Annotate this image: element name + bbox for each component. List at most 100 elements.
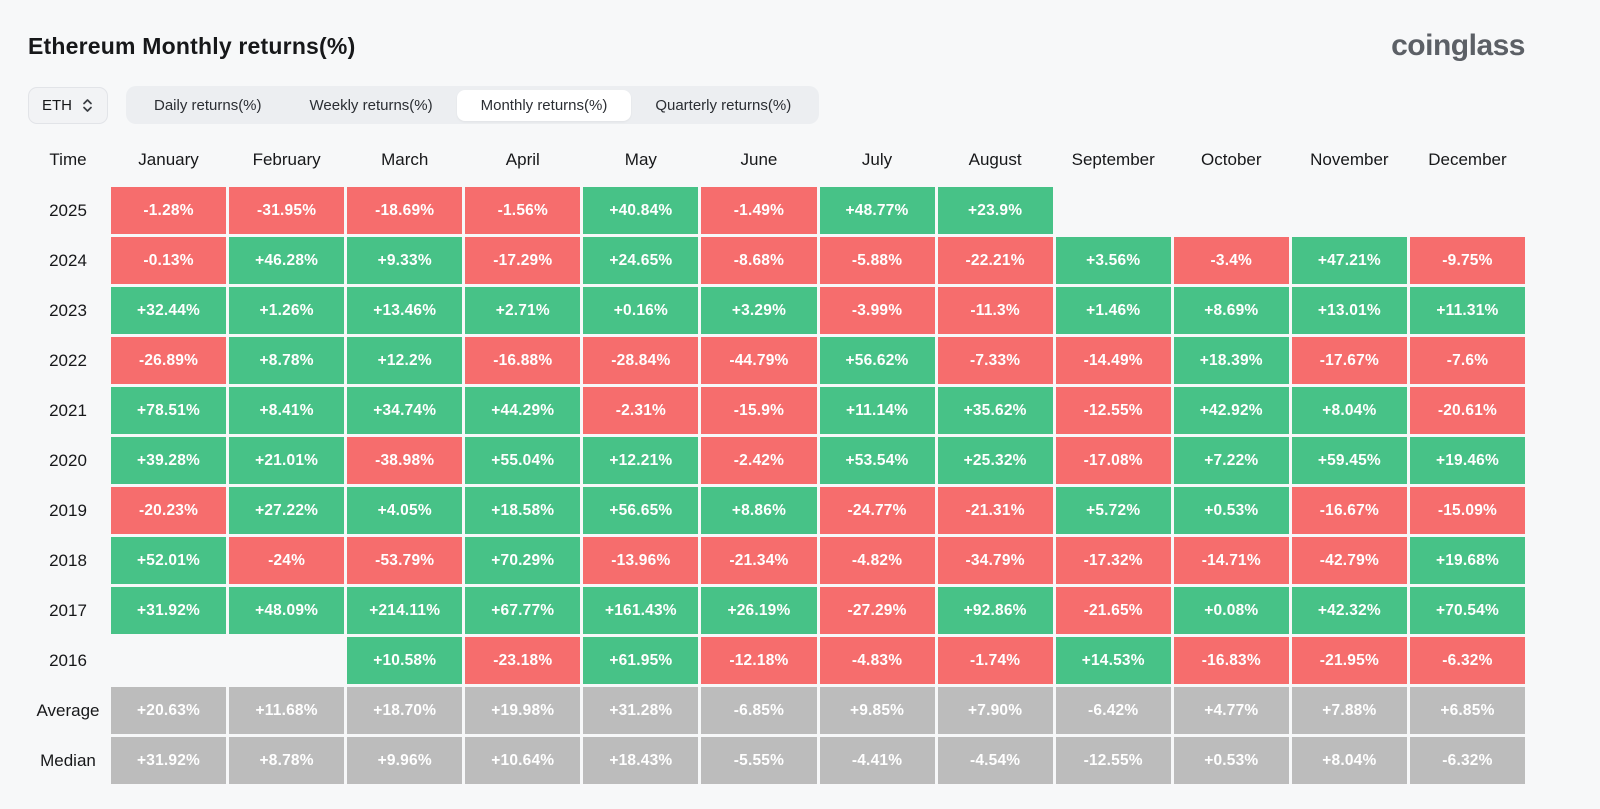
row-label: Average <box>36 700 100 720</box>
return-cell: +42.32% <box>1291 587 1407 634</box>
return-cell: +10.58% <box>347 637 463 684</box>
return-cell: -21.34% <box>701 537 817 584</box>
return-cell: +7.90% <box>937 687 1053 734</box>
return-cell: +70.29% <box>465 537 581 584</box>
return-cell: -5.55% <box>701 737 817 784</box>
empty-cell <box>1056 187 1171 234</box>
column-header-month: May <box>624 150 657 169</box>
column-header-month: August <box>968 150 1022 169</box>
coinglass-logo[interactable]: coinglass <box>1391 29 1525 62</box>
table-row-2025: 2025 -1.28% -31.95% -18.69% -1.56% +40.84% -1.… <box>28 187 1525 234</box>
symbol-select[interactable]: ETH <box>28 86 108 124</box>
row-label: 2017 <box>49 600 87 620</box>
return-cell: +7.22% <box>1173 437 1289 484</box>
return-cell: +24.65% <box>583 237 699 284</box>
return-cell: +18.43% <box>583 737 699 784</box>
return-cell: +55.04% <box>465 437 581 484</box>
return-cell: -0.13% <box>111 237 227 284</box>
tab-monthly-returns[interactable]: Monthly returns(%) <box>456 89 632 121</box>
return-cell: +19.46% <box>1409 437 1525 484</box>
return-cell: +0.53% <box>1173 487 1289 534</box>
return-cell: +8.78% <box>229 737 345 784</box>
return-cell: +40.84% <box>583 187 699 234</box>
row-label: 2024 <box>49 250 87 270</box>
row-label: 2019 <box>49 500 87 520</box>
return-cell: -26.89% <box>111 337 227 384</box>
return-cell: +48.77% <box>819 187 935 234</box>
return-cell: +53.54% <box>819 437 935 484</box>
return-cell: -9.75% <box>1409 237 1525 284</box>
column-header-month: October <box>1201 150 1262 169</box>
return-cell: -23.18% <box>465 637 581 684</box>
tab-group: Daily returns(%) Weekly returns(%) Monthly… <box>126 86 820 124</box>
table-row-2016: 2016 +10.58% -23.18% +61.95% -12.18% -4.83% -1… <box>28 637 1525 684</box>
tab-weekly-returns[interactable]: Weekly returns(%) <box>286 90 457 121</box>
return-cell: -5.88% <box>819 237 935 284</box>
return-cell: -2.42% <box>701 437 817 484</box>
column-header-month: February <box>252 150 321 169</box>
return-cell: -14.71% <box>1173 537 1289 584</box>
return-cell: -4.83% <box>819 637 935 684</box>
return-cell: -6.85% <box>701 687 817 734</box>
empty-cell <box>1292 187 1407 234</box>
row-label: 2016 <box>49 650 87 670</box>
table-row-2022: 2022 -26.89% +8.78% +12.2% -16.88% -28.84% -44… <box>28 337 1525 384</box>
return-cell: -20.23% <box>111 487 227 534</box>
return-cell: -28.84% <box>583 337 699 384</box>
symbol-select-value: ETH <box>42 96 72 114</box>
return-cell: +13.01% <box>1291 287 1407 334</box>
return-cell: +26.19% <box>701 587 817 634</box>
row-label: 2020 <box>49 450 87 470</box>
table-row-average: Average +20.63% +11.68% +18.70% +19.98% +31.2… <box>28 687 1525 734</box>
empty-cell <box>1410 187 1525 234</box>
return-cell: +31.92% <box>111 737 227 784</box>
return-cell: -6.32% <box>1409 737 1525 784</box>
return-cell: +59.45% <box>1291 437 1407 484</box>
top-bar: Ethereum Monthly returns(%) coinglass <box>28 26 1525 66</box>
return-cell: -24% <box>229 537 345 584</box>
tab-quarterly-returns[interactable]: Quarterly returns(%) <box>631 90 815 121</box>
return-cell: +11.14% <box>819 387 935 434</box>
return-cell: +70.54% <box>1409 587 1525 634</box>
return-cell: +19.98% <box>465 687 581 734</box>
table-row-2017: 2017 +31.92% +48.09% +214.11% +67.77% +161.43… <box>28 587 1525 634</box>
page-title: Ethereum Monthly returns(%) <box>28 32 356 59</box>
return-cell: -53.79% <box>347 537 463 584</box>
return-cell: +214.11% <box>347 587 463 634</box>
return-cell: -7.6% <box>1409 337 1525 384</box>
return-cell: +5.72% <box>1055 487 1171 534</box>
return-cell: +0.16% <box>583 287 699 334</box>
return-cell: +2.71% <box>465 287 581 334</box>
return-cell: -14.49% <box>1055 337 1171 384</box>
return-cell: +12.21% <box>583 437 699 484</box>
return-cell: -2.31% <box>583 387 699 434</box>
return-cell: +52.01% <box>111 537 227 584</box>
return-cell: -6.42% <box>1055 687 1171 734</box>
empty-cell <box>229 637 344 684</box>
return-cell: -16.67% <box>1291 487 1407 534</box>
return-cell: -42.79% <box>1291 537 1407 584</box>
row-label: 2018 <box>49 550 87 570</box>
return-cell: -15.09% <box>1409 487 1525 534</box>
select-arrows-icon <box>81 98 94 113</box>
return-cell: +34.74% <box>347 387 463 434</box>
return-cell: +161.43% <box>583 587 699 634</box>
return-cell: +10.64% <box>465 737 581 784</box>
return-cell: -3.99% <box>819 287 935 334</box>
tab-daily-returns[interactable]: Daily returns(%) <box>130 90 286 121</box>
return-cell: -3.4% <box>1173 237 1289 284</box>
return-cell: +1.26% <box>229 287 345 334</box>
return-cell: +61.95% <box>583 637 699 684</box>
return-cell: +46.28% <box>229 237 345 284</box>
return-cell: +92.86% <box>937 587 1053 634</box>
return-cell: -16.88% <box>465 337 581 384</box>
return-cell: -1.49% <box>701 187 817 234</box>
return-cell: +0.08% <box>1173 587 1289 634</box>
return-cell: +11.31% <box>1409 287 1525 334</box>
return-cell: +9.96% <box>347 737 463 784</box>
return-cell: +18.39% <box>1173 337 1289 384</box>
return-cell: -4.82% <box>819 537 935 584</box>
return-cell: -1.56% <box>465 187 581 234</box>
return-cell: +21.01% <box>229 437 345 484</box>
column-header-month: December <box>1428 150 1507 169</box>
